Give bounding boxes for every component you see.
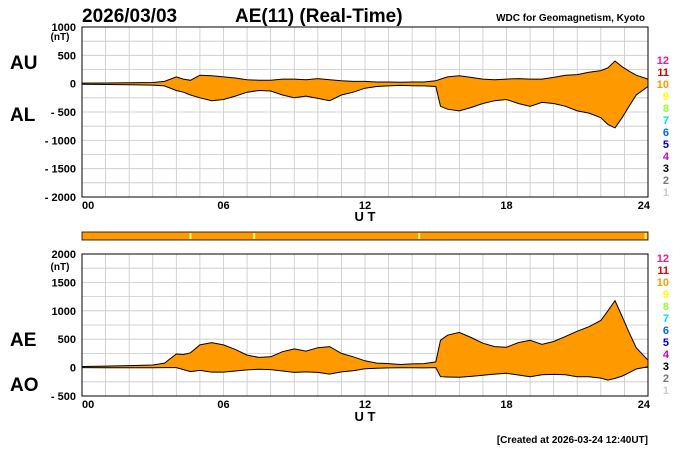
y-tick-label: - 1000 [45, 135, 76, 147]
ao-line [81, 366, 649, 381]
y-tick-label: - 2000 [45, 192, 76, 204]
y-tick-label: 1500 [52, 277, 76, 289]
y-tick-label: 1000 [52, 306, 76, 318]
station-count-label: 10 [657, 79, 669, 91]
y-tick-label: 0 [70, 363, 76, 375]
station-count-label: 11 [657, 67, 669, 79]
x-tick-label: 06 [217, 399, 229, 411]
x-tick-label: 00 [82, 200, 94, 212]
y-tick-label: - 500 [51, 391, 76, 403]
y-tick-label: 500 [58, 50, 76, 62]
x-tick-label: 00 [82, 399, 94, 411]
station-count-label: 8 [663, 301, 669, 313]
ae-ao-y-ticks: 2000 1500 1000 500 0 - 500 [51, 249, 76, 403]
station-count-label: 6 [663, 127, 669, 139]
au-al-grid [82, 27, 648, 197]
y-tick-label: - 500 [51, 107, 76, 119]
station-count-label: 2 [663, 373, 669, 385]
stations-bar-fill [81, 231, 649, 241]
station-count-label: 12 [657, 55, 669, 67]
al-label: AL [10, 105, 36, 126]
y-tick-label: 1000 [52, 22, 76, 34]
au-label: AU [10, 53, 37, 74]
ae-ao-x-ticks: 00 06 12 18 24 [82, 399, 651, 411]
chart-title: AE(11) (Real-Time) [235, 6, 403, 27]
date-title: 2026/03/03 [82, 6, 177, 27]
station-count-label: 5 [663, 139, 669, 151]
au-al-x-ticks: 00 06 12 18 24 [82, 200, 651, 212]
station-count-label: 7 [663, 313, 669, 325]
ae-line [81, 299, 649, 367]
station-count-label: 11 [657, 265, 669, 277]
stations-bar-tick [418, 233, 421, 239]
station-count-label: 1 [663, 187, 669, 199]
station-count-label: 7 [663, 115, 669, 127]
x-tick-label: 06 [217, 200, 229, 212]
station-count-label: 8 [663, 103, 669, 115]
station-count-label: 2 [663, 175, 669, 187]
au-al-x-axis-label: U T [355, 209, 376, 224]
y-tick-label: 2000 [52, 249, 76, 261]
au-al-y-ticks: 1000 500 0 - 500 - 1000 - 1500 - 2000 [45, 22, 76, 204]
au-al-fill [82, 61, 648, 128]
stations-bar-tick [644, 233, 647, 239]
station-count-label: 4 [663, 349, 670, 361]
y-tick-label: 500 [58, 334, 76, 346]
ae-ao-unit: (nT) [51, 262, 70, 273]
created-timestamp: [Created at 2026-03-24 12:40UT] [497, 435, 648, 446]
station-count-label: 4 [663, 151, 670, 163]
station-count-label: 5 [663, 337, 669, 349]
x-tick-label: 18 [500, 200, 512, 212]
station-count-label: 10 [657, 277, 669, 289]
ae-label: AE [10, 330, 36, 351]
ao-label: AO [10, 375, 39, 396]
stations-bar-tick [253, 233, 256, 239]
au-line [81, 60, 649, 84]
y-tick-label: 0 [70, 79, 76, 91]
x-tick-label: 24 [638, 200, 651, 212]
ae-ao-frame [81, 253, 649, 397]
station-count-label: 3 [663, 163, 669, 175]
station-count-label: 9 [663, 91, 669, 103]
stations-bar [81, 231, 649, 241]
station-count-label: 6 [663, 325, 669, 337]
institution-label: WDC for Geomagnetism, Kyoto [496, 13, 645, 24]
x-tick-label: 18 [500, 399, 512, 411]
x-tick-label: 12 [359, 399, 371, 411]
al-line [81, 83, 649, 129]
x-tick-label: 24 [638, 399, 651, 411]
ae-ao-fill [82, 300, 648, 381]
au-al-unit: (nT) [51, 32, 70, 43]
y-tick-label: - 1500 [45, 164, 76, 176]
stations-bar-tick [189, 233, 192, 239]
station-count-label: 1 [663, 385, 669, 397]
au-al-frame [81, 26, 649, 198]
station-count-label: 12 [657, 253, 669, 265]
ae-ao-x-axis-label: U T [355, 409, 376, 424]
x-tick-label: 12 [359, 200, 371, 212]
station-count-label: 3 [663, 361, 669, 373]
station-count-label: 9 [663, 289, 669, 301]
